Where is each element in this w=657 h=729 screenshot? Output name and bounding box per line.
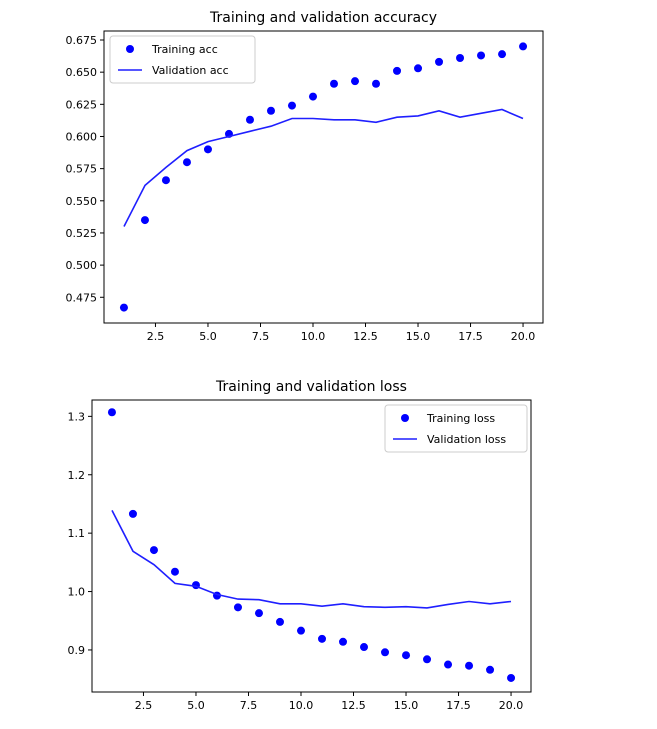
x-tick-label: 15.0: [394, 699, 419, 712]
legend-marker-dot: [401, 414, 409, 422]
y-tick-label: 0.600: [66, 130, 98, 143]
x-tick-label: 2.5: [147, 330, 165, 343]
data-point-training-loss: [444, 660, 453, 669]
chart-title: Training and validation loss: [215, 379, 407, 395]
data-point-training-acc: [119, 303, 128, 312]
y-tick-label: 0.500: [66, 259, 98, 272]
y-tick-label: 1.1: [68, 527, 86, 540]
y-tick-label: 0.475: [66, 291, 98, 304]
data-point-training-acc: [140, 216, 149, 225]
data-point-training-acc: [393, 66, 402, 75]
data-point-training-acc: [414, 64, 423, 73]
data-point-training-acc: [330, 79, 339, 88]
data-point-training-loss: [402, 651, 411, 660]
data-point-training-acc: [245, 115, 254, 124]
x-tick-label: 17.5: [458, 330, 483, 343]
y-tick-label: 1.3: [68, 410, 86, 423]
data-point-training-loss: [233, 603, 242, 612]
series-line-validation-loss: [111, 510, 512, 609]
data-point-training-loss: [128, 509, 137, 518]
data-point-training-acc: [351, 77, 360, 86]
legend-label: Training loss: [426, 412, 495, 425]
data-point-training-acc: [477, 51, 486, 60]
data-point-training-loss: [107, 408, 116, 417]
x-tick-label: 2.5: [135, 699, 153, 712]
data-point-training-loss: [486, 665, 495, 674]
data-point-training-loss: [423, 655, 432, 664]
data-point-training-loss: [149, 546, 158, 555]
data-point-training-acc: [308, 92, 317, 101]
legend-label: Validation loss: [427, 433, 506, 446]
data-point-training-loss: [507, 673, 516, 682]
accuracy-chart: Training and validation accuracy 2.5 5.0 7.…: [66, 10, 544, 343]
data-point-training-loss: [339, 637, 348, 646]
data-point-training-acc: [498, 50, 507, 59]
data-point-training-loss: [296, 626, 305, 635]
x-tick-label: 12.5: [353, 330, 378, 343]
x-tick-label: 20.0: [499, 699, 524, 712]
chart-title: Training and validation accuracy: [209, 10, 437, 26]
x-tick-label: 20.0: [511, 330, 536, 343]
data-point-training-acc: [203, 145, 212, 154]
plot-frame: [103, 30, 544, 324]
y-tick-label: 1.0: [68, 586, 86, 599]
plot-frame: [91, 399, 532, 693]
data-point-training-acc: [519, 42, 528, 51]
legend-box: [384, 404, 528, 453]
data-point-training-acc: [182, 158, 191, 167]
loss-chart: Training and validation loss 2.5 5.0 7.5 10.…: [68, 379, 532, 712]
data-point-training-loss: [318, 634, 327, 643]
y-tick-label: 0.650: [66, 66, 98, 79]
data-point-training-acc: [266, 106, 275, 115]
y-tick-label: 1.2: [68, 469, 86, 482]
y-tick-label: 0.675: [66, 34, 98, 47]
data-point-training-loss: [275, 617, 284, 626]
y-tick-label: 0.575: [66, 163, 98, 176]
data-point-training-loss: [465, 661, 474, 670]
legend-label: Training acc: [151, 43, 218, 56]
data-point-training-loss: [170, 567, 179, 576]
data-point-training-acc: [435, 57, 444, 66]
legend-marker-dot: [126, 45, 134, 53]
data-point-training-acc: [161, 176, 170, 185]
legend-label: Validation acc: [152, 64, 229, 77]
data-point-training-loss: [254, 609, 263, 618]
x-tick-label: 12.5: [341, 699, 366, 712]
x-tick-label: 5.0: [187, 699, 205, 712]
x-tick-label: 5.0: [199, 330, 217, 343]
y-tick-label: 0.550: [66, 195, 98, 208]
x-tick-label: 10.0: [301, 330, 326, 343]
x-tick-label: 10.0: [289, 699, 314, 712]
data-point-training-acc: [372, 79, 381, 88]
y-tick-label: 0.525: [66, 227, 98, 240]
series-line-validation-acc: [123, 108, 524, 227]
y-tick-label: 0.9: [68, 644, 86, 657]
x-tick-label: 17.5: [446, 699, 471, 712]
y-tick-label: 0.625: [66, 98, 98, 111]
data-point-training-loss: [381, 648, 390, 657]
x-tick-label: 7.5: [240, 699, 258, 712]
data-point-training-loss: [360, 643, 369, 652]
data-point-training-acc: [456, 54, 465, 63]
data-point-training-acc: [287, 101, 296, 110]
legend-box: [109, 35, 256, 84]
x-tick-label: 15.0: [406, 330, 431, 343]
x-tick-label: 7.5: [252, 330, 270, 343]
